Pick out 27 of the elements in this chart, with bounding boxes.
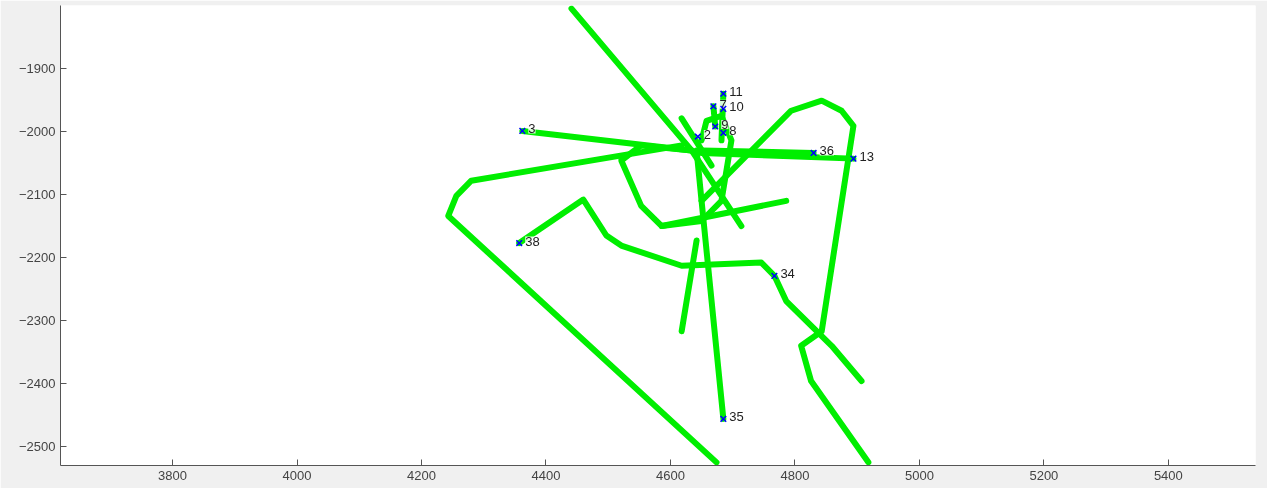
y-tick-label: −2000 [18,124,56,140]
x-tick-label: 4400 [531,467,561,483]
x-tick-label: 4000 [282,467,312,483]
annotation: 9 [721,116,729,132]
x-tick-label: 4600 [655,467,685,483]
annotation: 35 [729,409,744,425]
x-tick-label: 5400 [1153,467,1183,483]
annotation: 2 [703,127,712,143]
annotation: 34 [780,266,795,282]
x-tick-label: 5000 [904,467,934,483]
x-tick-label: 5200 [1029,467,1059,483]
y-tick-label: −2400 [18,376,56,392]
x-tick-label: 4200 [407,467,436,483]
y-tick-label: −2200 [18,250,56,266]
annotation: 8 [729,123,737,139]
y-tick-label: −2500 [18,439,56,455]
y-tick-label: −2300 [18,313,56,329]
y-tick-label: −2100 [18,187,56,203]
annotation: 11 [729,84,743,100]
annotation: 10 [729,99,744,115]
annotation: 13 [859,149,874,165]
x-tick-label: 4800 [780,467,810,483]
annotation: 36 [819,143,835,159]
y-tick-label: −1900 [18,61,56,77]
annotation: 38 [525,233,540,249]
x-tick-label: 3800 [158,467,187,483]
annotation: 3 [528,121,536,137]
